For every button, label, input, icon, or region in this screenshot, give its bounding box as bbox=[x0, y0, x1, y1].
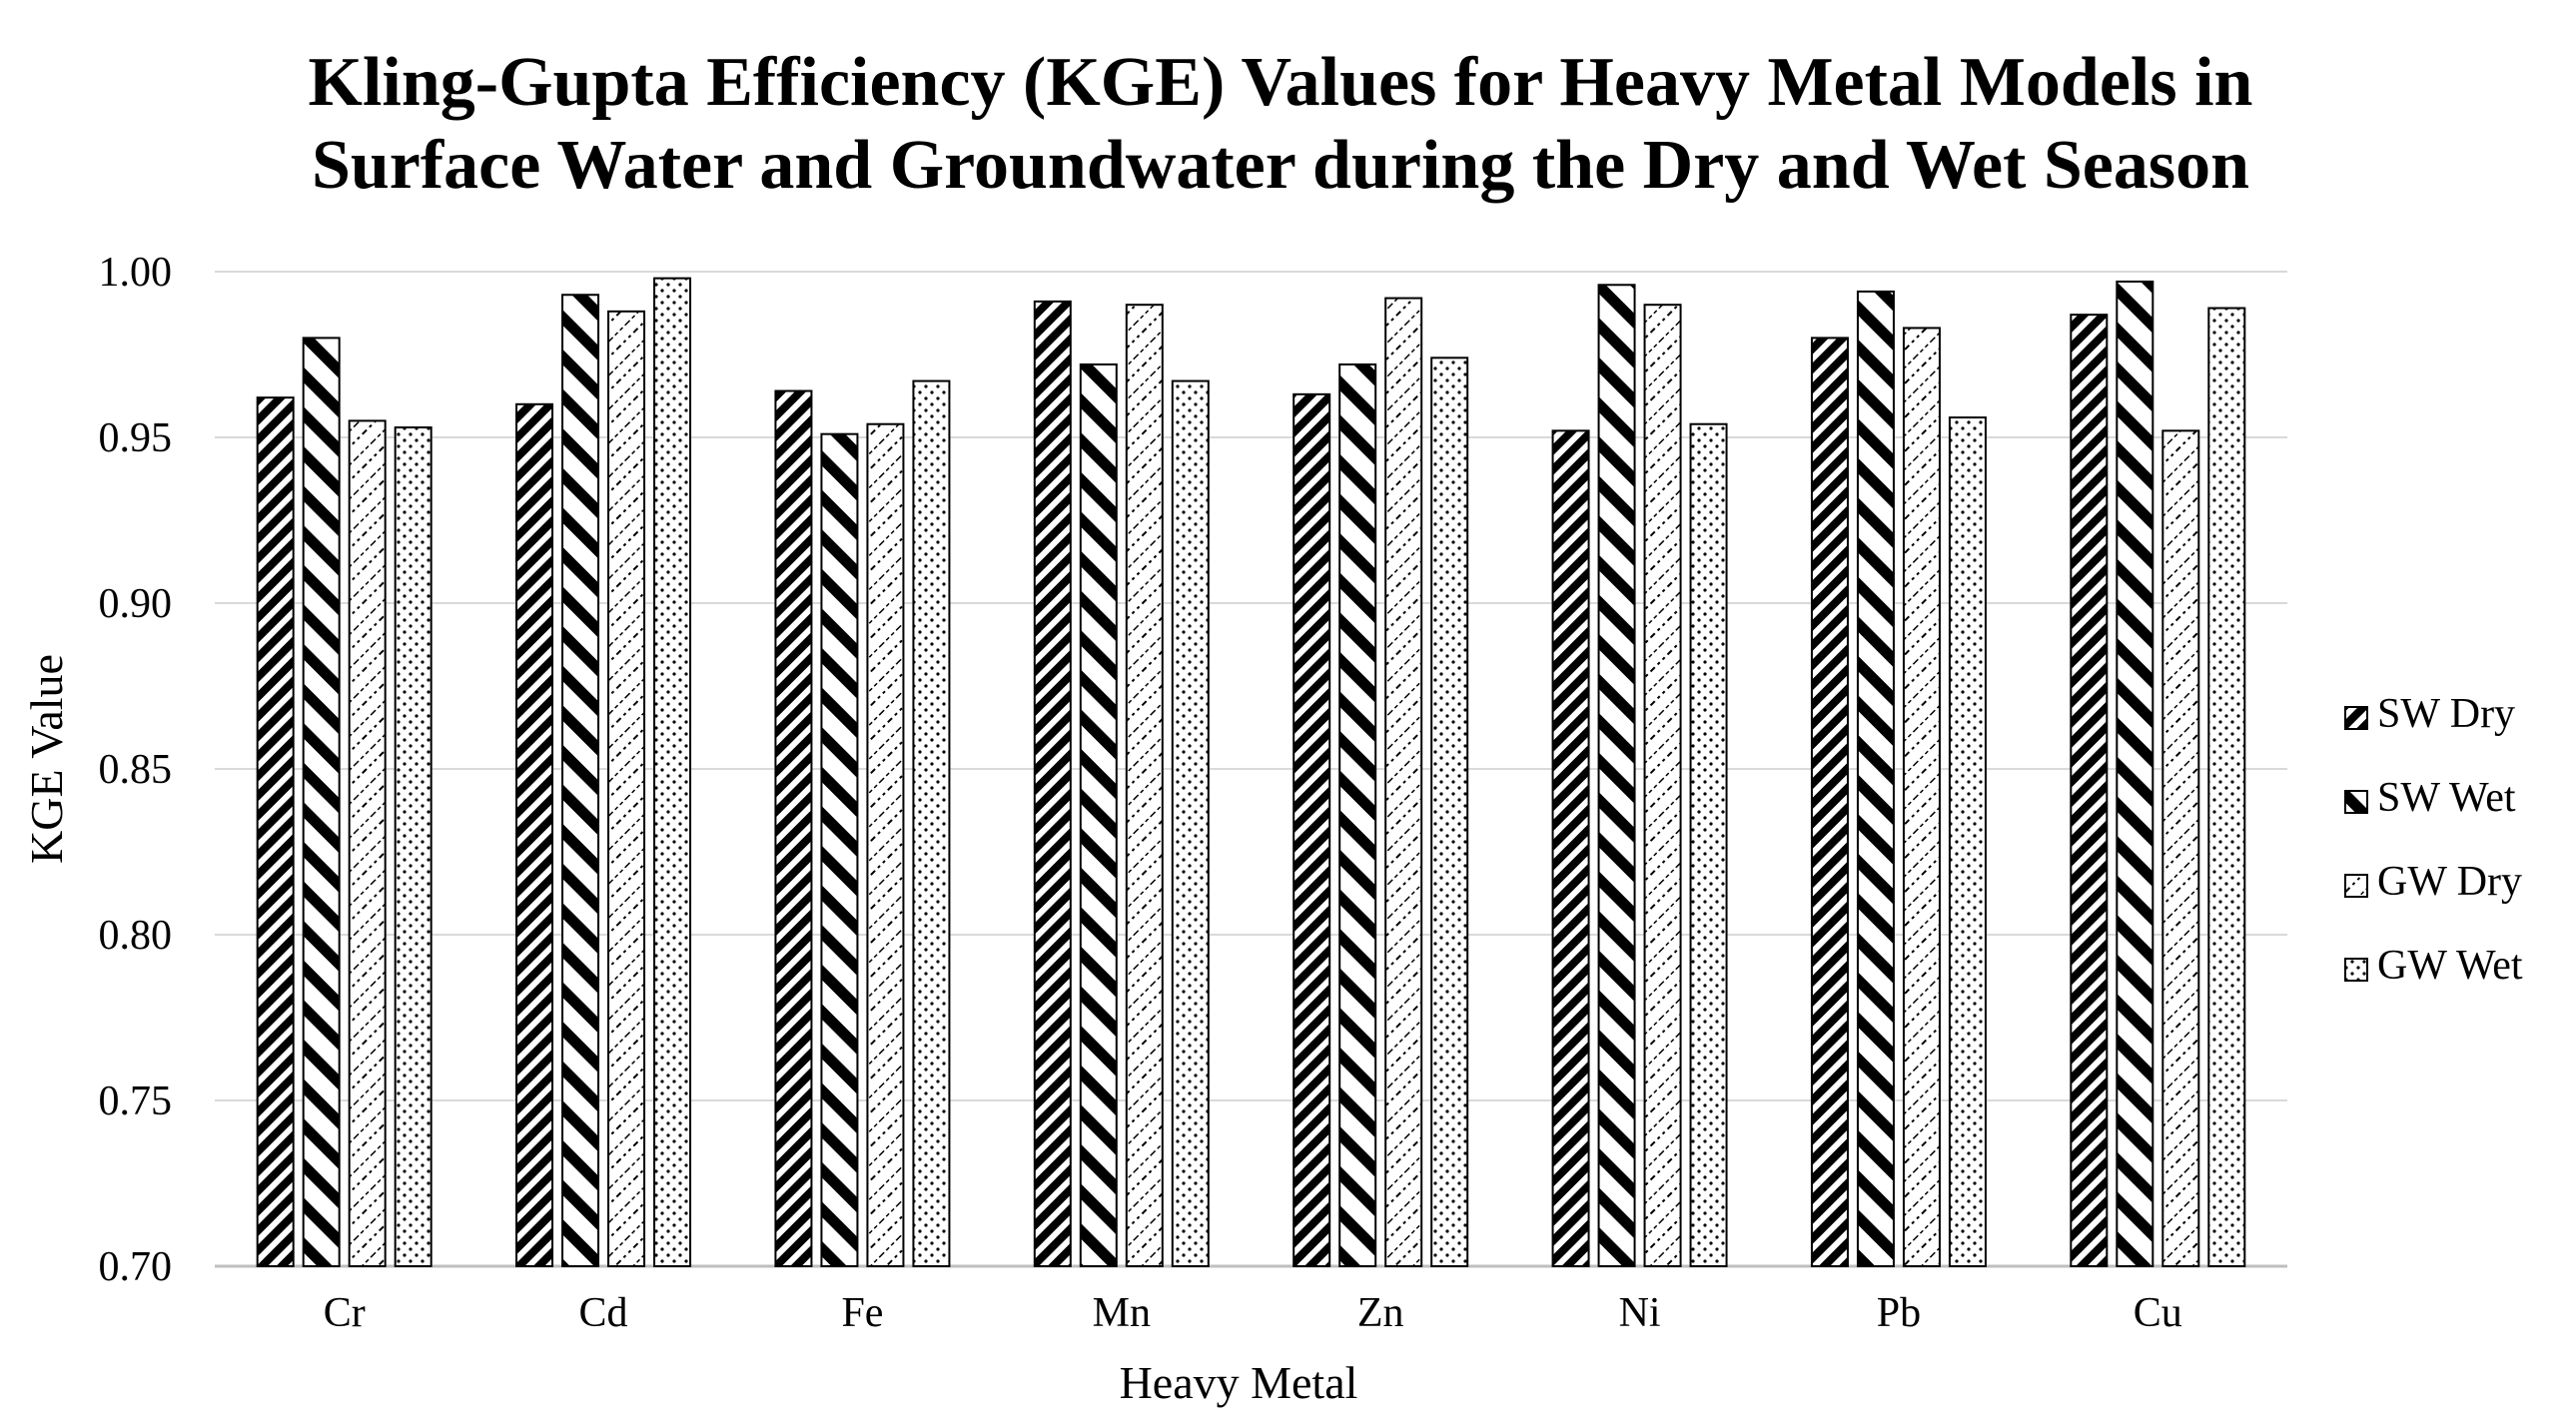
bar-mn-sw-dry bbox=[1033, 300, 1072, 1267]
gridlines bbox=[215, 271, 2287, 1268]
legend-label: GW Dry bbox=[2377, 859, 2522, 905]
bar-zn-sw-dry bbox=[1292, 392, 1331, 1267]
legend-label: SW Wet bbox=[2377, 775, 2516, 821]
bar-cd-sw-wet bbox=[561, 294, 600, 1267]
bar-pb-sw-wet bbox=[1856, 290, 1895, 1268]
bar-cd-gw-dry bbox=[607, 310, 646, 1267]
bar-cu-gw-dry bbox=[2161, 429, 2200, 1267]
bar-zn-gw-dry bbox=[1384, 297, 1423, 1267]
bars bbox=[256, 277, 2246, 1268]
bar-ni-gw-dry bbox=[1643, 304, 1682, 1267]
y-tick-label: 0.70 bbox=[99, 1244, 173, 1290]
bar-cr-gw-wet bbox=[394, 426, 432, 1268]
legend-swatch-gw-wet bbox=[2344, 958, 2368, 982]
x-tick-label: Mn bbox=[1093, 1290, 1151, 1336]
bar-cr-sw-wet bbox=[302, 337, 341, 1267]
bar-cr-sw-dry bbox=[256, 396, 295, 1268]
y-axis-label: KGE Value bbox=[21, 654, 72, 864]
bar-zn-sw-wet bbox=[1338, 362, 1377, 1267]
bar-cr-gw-dry bbox=[348, 419, 387, 1267]
bar-fe-sw-dry bbox=[774, 389, 813, 1267]
bar-pb-gw-wet bbox=[1948, 416, 1987, 1267]
y-tick-label: 0.75 bbox=[99, 1078, 173, 1124]
legend: SW Dry SW Wet GW Dry GW Wet bbox=[2344, 691, 2523, 989]
bar-ni-sw-wet bbox=[1597, 284, 1636, 1267]
legend-swatch-gw-dry bbox=[2344, 874, 2368, 898]
bar-ni-gw-wet bbox=[1689, 422, 1728, 1268]
bar-cu-gw-wet bbox=[2207, 307, 2246, 1267]
x-tick-label: Fe bbox=[841, 1290, 883, 1336]
chart-title-line-1: Kling-Gupta Efficiency (KGE) Values for … bbox=[309, 44, 2253, 121]
bar-mn-sw-wet bbox=[1079, 362, 1118, 1267]
bar-mn-gw-wet bbox=[1171, 379, 1210, 1267]
legend-swatch-sw-wet bbox=[2344, 790, 2368, 814]
y-tick-label: 0.95 bbox=[99, 415, 173, 461]
y-tick-label: 0.80 bbox=[99, 913, 173, 959]
y-tick-label: 0.85 bbox=[99, 747, 173, 793]
y-tick-label: 0.90 bbox=[99, 581, 173, 627]
bar-fe-gw-dry bbox=[866, 422, 905, 1268]
bar-cd-sw-dry bbox=[515, 402, 554, 1267]
x-tick-label: Cd bbox=[579, 1290, 628, 1336]
chart-title-line-2: Surface Water and Groundwater during the… bbox=[312, 127, 2249, 204]
x-tick-label: Zn bbox=[1357, 1290, 1404, 1336]
bar-fe-sw-wet bbox=[820, 432, 859, 1267]
bar-zn-gw-wet bbox=[1430, 356, 1469, 1267]
y-axis-ticks: 0.70 0.75 0.80 0.85 0.90 0.95 1.00 bbox=[99, 250, 173, 1290]
y-tick-label: 1.00 bbox=[99, 250, 173, 296]
x-axis-label: Heavy Metal bbox=[1120, 1357, 1358, 1408]
bar-cu-sw-dry bbox=[2070, 314, 2109, 1268]
x-tick-label: Cu bbox=[2134, 1290, 2182, 1336]
bar-ni-sw-dry bbox=[1551, 429, 1590, 1267]
x-tick-label: Cr bbox=[324, 1290, 366, 1336]
x-axis-ticks: Cr Cd Fe Mn Zn Ni Pb Cu bbox=[324, 1290, 2182, 1336]
x-tick-label: Ni bbox=[1619, 1290, 1661, 1336]
bar-cu-sw-wet bbox=[2116, 280, 2154, 1267]
bar-mn-gw-dry bbox=[1125, 304, 1164, 1267]
bar-fe-gw-wet bbox=[912, 379, 951, 1267]
legend-label: SW Dry bbox=[2377, 691, 2515, 737]
x-tick-label: Pb bbox=[1877, 1290, 1921, 1336]
legend-label: GW Wet bbox=[2377, 943, 2523, 989]
legend-swatch-sw-dry bbox=[2344, 706, 2368, 730]
bar-pb-sw-dry bbox=[1810, 337, 1849, 1267]
bar-cd-gw-wet bbox=[653, 277, 692, 1267]
bar-pb-gw-dry bbox=[1902, 327, 1941, 1267]
